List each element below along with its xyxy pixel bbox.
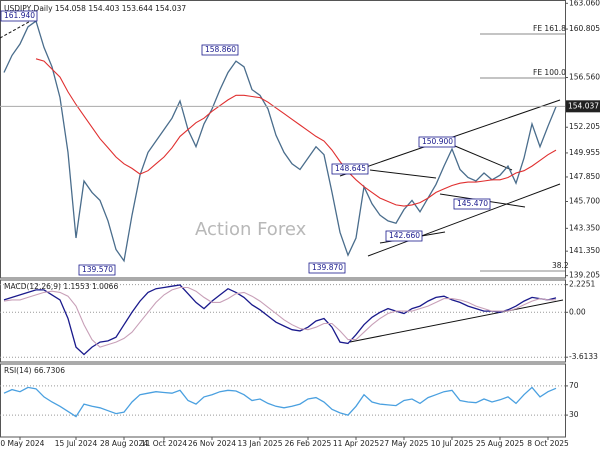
y-tick-label: 147.850: [569, 172, 600, 181]
annotation: 145.470: [457, 199, 488, 208]
x-tick-label: 25 Aug 2025: [476, 439, 524, 448]
y-tick-label: 30: [569, 410, 579, 419]
series-line: [35, 58, 557, 207]
y-tick-label: 156.560: [569, 73, 600, 82]
y-tick-label: 145.700: [569, 197, 600, 206]
series-line: [3, 284, 557, 356]
macd-title: MACD(12,26,9) 1.1553 1.0066: [4, 282, 118, 291]
annotation: 139.570: [82, 265, 113, 274]
annotation: 148.645: [335, 164, 366, 173]
watermark: Action Forex: [195, 219, 307, 240]
x-tick-label: 15 Jul 2024: [55, 439, 98, 448]
annotation-box: [78, 264, 116, 276]
x-tick-label: 27 May 2025: [380, 439, 429, 448]
annotation: 158.860: [205, 45, 236, 54]
fib-label: FE 100.0: [533, 68, 566, 77]
x-tick-label: 10 Jul 2025: [431, 439, 474, 448]
y-tick-label: 160.805: [569, 24, 600, 33]
x-tick-label: 30 May 2024: [0, 439, 45, 448]
annotation-box: [385, 230, 423, 242]
rsi-panel: [0, 363, 566, 438]
annotation: 161.940: [4, 11, 35, 20]
rsi-title: RSI(14) 66.7306: [4, 366, 65, 375]
macd-panel: [0, 279, 566, 363]
x-tick-label: 26 Feb 2025: [285, 439, 332, 448]
y-tick-label: 139.205: [569, 271, 600, 280]
annotation: 142.660: [389, 231, 420, 240]
series-line: [3, 286, 557, 348]
y-tick-label: 2.2251: [569, 280, 595, 289]
y-tick-label: -3.6133: [569, 352, 598, 361]
triangle-line: [454, 145, 513, 171]
last-price-box: [566, 100, 600, 113]
y-tick-label: 152.205: [569, 122, 600, 131]
x-tick-label: 11 Apr 2025: [333, 439, 380, 448]
price-title: USDJPY,Daily 154.058 154.403 153.644 154…: [4, 4, 186, 13]
annotation-box: [0, 10, 38, 22]
series-line: [3, 20, 557, 263]
x-tick-label: 28 Aug 2024: [100, 439, 148, 448]
annotation-box: [418, 136, 456, 148]
channel-lower: [367, 183, 561, 257]
annotation-box: [331, 163, 369, 175]
trend-line: [0, 17, 37, 39]
annotation-box: [308, 262, 346, 274]
y-tick-label: 141.350: [569, 246, 600, 255]
x-tick-label: 13 Jan 2025: [238, 439, 283, 448]
last-price-label: 154.037: [568, 101, 599, 110]
macd-trend-line: [349, 299, 564, 343]
y-tick-label: 70: [569, 381, 579, 390]
triangle-line: [369, 169, 437, 179]
y-tick-label: 163.060: [569, 0, 600, 7]
y-tick-label: 149.955: [569, 148, 600, 157]
y-tick-label: 0.00: [569, 307, 586, 316]
fib-label: FE 161.8: [533, 24, 566, 33]
annotation-box: [453, 198, 491, 210]
annotation-box: [201, 44, 239, 56]
x-tick-label: 26 Nov 2024: [188, 439, 236, 448]
annotation: 150.900: [422, 137, 453, 146]
price-panel: [0, 0, 566, 279]
y-tick-label: 143.350: [569, 223, 600, 232]
fib-label: 38.2: [552, 261, 569, 270]
x-tick-label: 8 Oct 2025: [527, 439, 569, 448]
x-tick-label: 11 Oct 2024: [141, 439, 188, 448]
series-line: [3, 386, 557, 418]
annotation: 139.870: [312, 263, 343, 272]
